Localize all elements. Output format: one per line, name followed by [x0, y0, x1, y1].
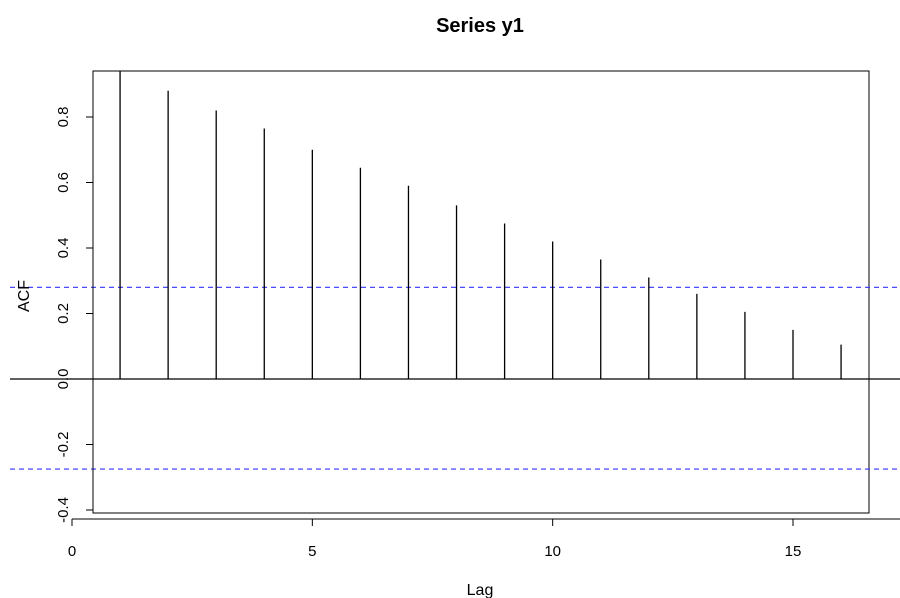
confidence-bounds — [10, 286, 900, 470]
plot-box — [92, 70, 870, 514]
x-tick-label-0: 0 — [68, 543, 76, 560]
y-axis-label: ACF — [16, 280, 33, 312]
y-tick-label-0.4: 0.4 — [55, 238, 72, 259]
x-tick-label-10: 10 — [544, 543, 561, 560]
x-tick-label-5: 5 — [308, 543, 316, 560]
y-tick-label-0.0: 0.0 — [55, 369, 72, 390]
y-tick-label--0.4: -0.4 — [55, 497, 72, 523]
chart-title: Series y1 — [436, 15, 524, 37]
plot-frame — [92, 70, 870, 514]
y-tick-label-0.2: 0.2 — [55, 303, 72, 324]
y-tick-label-0.8: 0.8 — [55, 107, 72, 128]
y-tick-label--0.2: -0.2 — [55, 432, 72, 458]
x-axis-label: Lag — [467, 582, 494, 598]
x-tick-label-15: 15 — [785, 543, 802, 560]
acf-bars — [119, 71, 842, 379]
x-axis: 0 5 10 15 — [68, 518, 900, 560]
y-axis: -0.4 -0.2 0.0 0.2 0.4 0.6 0.8 — [55, 107, 94, 523]
y-tick-label-0.6: 0.6 — [55, 172, 72, 193]
